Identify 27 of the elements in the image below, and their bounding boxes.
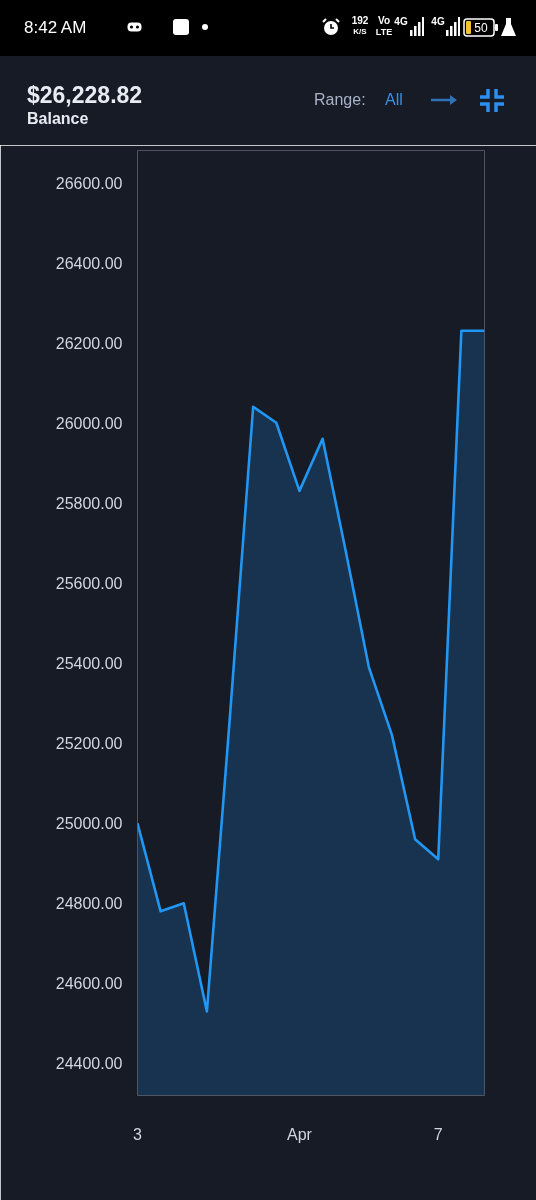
text: 4G [431,16,445,27]
y-tick-label: 26200.00 [55,334,123,352]
y-tick-label: 25400.00 [55,655,123,673]
chart-subtitle: Balance [27,110,89,127]
text: K/S [353,27,367,36]
chart-title: $26,228.82 [27,81,143,108]
text: 192 [351,15,369,26]
text: 4G [394,16,408,27]
x-tick-label: 7 [433,1125,443,1143]
y-tick-label: 24600.00 [55,975,123,993]
y-tick-label: 26400.00 [55,254,123,272]
y-tick-label: 25200.00 [55,735,123,753]
text: 50 [474,21,488,35]
y-tick-label: 24800.00 [55,895,123,913]
text: All [385,91,403,108]
y-tick-label: 26600.00 [55,174,123,192]
x-tick-label: Apr [286,1125,313,1143]
text: Vo [377,15,391,26]
y-tick-label: 25000.00 [55,815,123,833]
y-tick-label: 24400.00 [55,1055,123,1073]
y-tick-label: 25600.00 [55,574,123,592]
text: 8:42 AM [24,17,87,37]
text: Range: [314,91,366,108]
y-tick-label: 25800.00 [55,494,123,512]
x-tick-label: 3 [133,1125,143,1143]
text: LTE [375,26,393,37]
y-tick-label: 26000.00 [55,414,123,432]
